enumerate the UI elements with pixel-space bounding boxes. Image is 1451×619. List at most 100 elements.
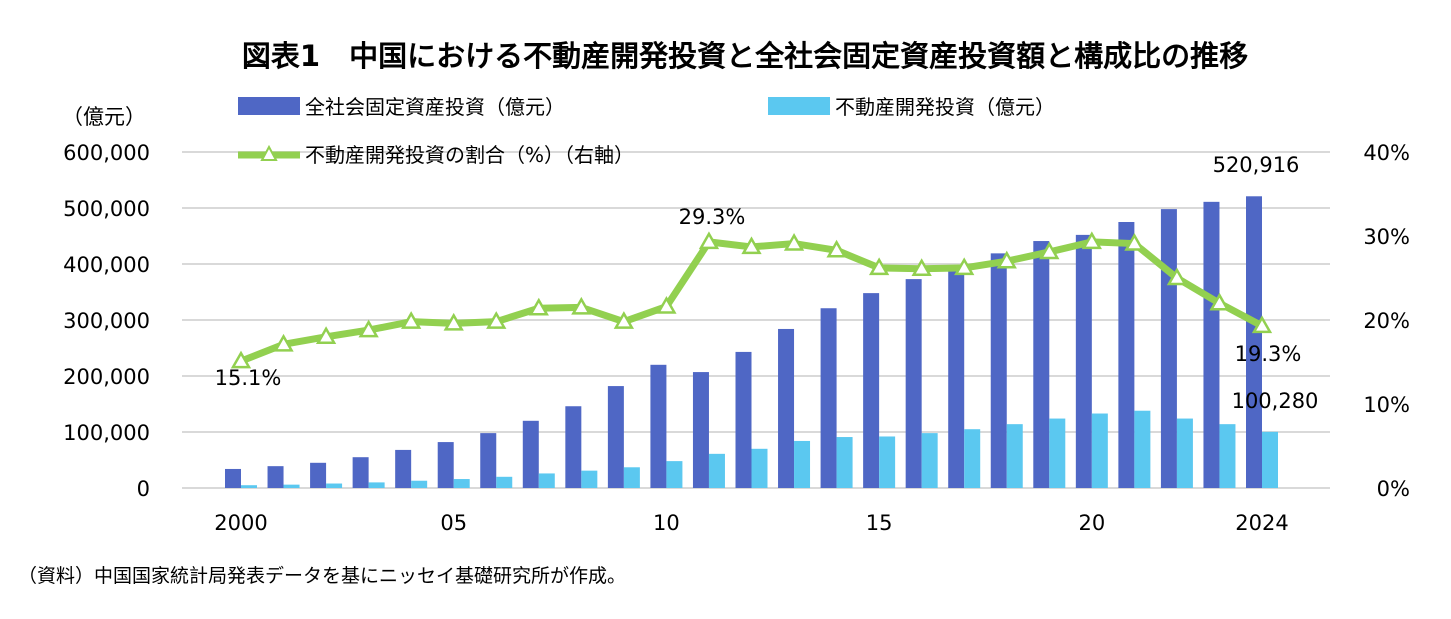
bar-realestate bbox=[751, 448, 768, 488]
bar-total bbox=[863, 293, 880, 488]
bar-total bbox=[1033, 241, 1050, 488]
share-point-triangle bbox=[528, 297, 549, 316]
share-line bbox=[230, 231, 1273, 369]
legend-swatch-total bbox=[238, 97, 300, 115]
bar-realestate bbox=[623, 467, 640, 488]
bar-realestate bbox=[1091, 413, 1108, 488]
share-point-triangle bbox=[230, 350, 252, 369]
bar-total bbox=[778, 328, 795, 488]
share-point-triangle bbox=[698, 231, 720, 250]
bar-total bbox=[735, 351, 752, 488]
bar-realestate bbox=[794, 440, 811, 488]
share-point-triangle bbox=[868, 257, 890, 276]
bar-realestate bbox=[1176, 418, 1193, 488]
x-tick-label: 10 bbox=[653, 511, 680, 535]
bars bbox=[225, 196, 1278, 488]
label-share-2011: 29.3% bbox=[679, 205, 746, 229]
bar-total bbox=[948, 270, 965, 488]
bar-total bbox=[310, 462, 327, 488]
legend-swatch-realestate bbox=[768, 97, 830, 115]
label-share-2000: 15.1% bbox=[215, 366, 282, 390]
bar-total bbox=[522, 420, 539, 488]
bar-realestate bbox=[453, 479, 470, 488]
right-tick-label: 10% bbox=[1363, 393, 1410, 417]
label-share-2024: 19.3% bbox=[1235, 342, 1302, 366]
share-point-triangle bbox=[656, 296, 677, 314]
bar-total bbox=[1203, 201, 1220, 488]
right-tick-label: 20% bbox=[1363, 309, 1410, 333]
left-tick-label: 100,000 bbox=[63, 421, 150, 445]
x-tick-label: 15 bbox=[866, 511, 893, 535]
share-point-triangle bbox=[911, 258, 932, 277]
bar-total bbox=[267, 466, 284, 488]
label-total-2024: 520,916 bbox=[1213, 153, 1300, 177]
share-point-triangle bbox=[1039, 241, 1060, 260]
label-realestate-2024: 100,280 bbox=[1232, 389, 1319, 413]
bar-realestate bbox=[538, 473, 555, 488]
bar-realestate bbox=[879, 436, 896, 488]
right-tick-label: 30% bbox=[1363, 225, 1410, 249]
share-point-triangle bbox=[273, 333, 294, 352]
bar-realestate bbox=[1006, 424, 1023, 488]
x-tick-label: 2024 bbox=[1235, 511, 1288, 535]
share-point-triangle bbox=[1081, 231, 1102, 250]
bar-realestate bbox=[1262, 431, 1278, 488]
share-point-triangle bbox=[996, 250, 1017, 269]
left-tick-label: 300,000 bbox=[63, 309, 150, 333]
bar-total bbox=[905, 279, 922, 488]
share-point-triangle bbox=[613, 311, 635, 329]
bar-realestate bbox=[1134, 410, 1151, 488]
bar-realestate bbox=[921, 433, 938, 488]
bar-total bbox=[1160, 209, 1177, 488]
bar-realestate bbox=[326, 483, 343, 488]
bar-realestate bbox=[368, 482, 385, 488]
bar-total bbox=[437, 442, 454, 488]
share-point-triangle bbox=[1124, 233, 1145, 251]
left-tick-label: 500,000 bbox=[63, 197, 150, 221]
share-point-triangle bbox=[783, 233, 805, 251]
bar-total bbox=[565, 406, 582, 488]
share-point-triangle bbox=[826, 239, 847, 258]
x-tick-label: 20 bbox=[1078, 511, 1105, 535]
share-point-triangle bbox=[315, 326, 337, 345]
share-point-triangle bbox=[571, 296, 592, 315]
share-point-triangle bbox=[358, 319, 379, 338]
share-line-path bbox=[239, 238, 1264, 365]
bar-total bbox=[225, 468, 241, 488]
bar-total bbox=[1075, 234, 1092, 488]
bar-realestate bbox=[666, 461, 683, 488]
right-tick-label: 40% bbox=[1363, 141, 1410, 165]
share-point-triangle bbox=[954, 257, 975, 276]
bar-total bbox=[1246, 196, 1262, 488]
share-point-triangle bbox=[443, 312, 464, 331]
left-tick-label: 200,000 bbox=[63, 365, 150, 389]
axis-ticks: 0 100,000 200,000 300,000 400,000 500,000 600,… bbox=[63, 141, 1410, 535]
bar-realestate bbox=[708, 453, 725, 488]
left-tick-label: 600,000 bbox=[63, 141, 150, 165]
bar-realestate bbox=[581, 470, 598, 488]
bar-realestate bbox=[964, 429, 981, 488]
share-point-triangle bbox=[486, 311, 507, 329]
legend-label-total: 全社会固定資産投資（億元） bbox=[305, 95, 565, 119]
bar-realestate bbox=[836, 437, 853, 488]
share-point-triangle bbox=[1209, 292, 1230, 311]
gridlines bbox=[182, 151, 1330, 489]
bar-total bbox=[352, 457, 369, 488]
legend-label-realestate: 不動産開発投資（億元） bbox=[835, 95, 1055, 119]
bar-realestate bbox=[496, 476, 513, 488]
share-point-triangle bbox=[1166, 267, 1188, 286]
right-tick-label: 0% bbox=[1377, 477, 1410, 501]
share-point-triangle bbox=[401, 311, 422, 329]
bar-total bbox=[607, 386, 624, 488]
bar-total bbox=[820, 308, 837, 488]
bar-total bbox=[650, 364, 667, 488]
bar-total bbox=[990, 253, 1007, 488]
legend-triangle-icon bbox=[260, 144, 278, 161]
bar-total bbox=[692, 372, 709, 488]
left-tick-label: 400,000 bbox=[63, 253, 150, 277]
bar-total bbox=[1118, 222, 1135, 488]
bar-realestate bbox=[411, 480, 428, 488]
legend: 全社会固定資産投資（億元） 不動産開発投資（億元） 不動産開発投資の割合（%）（… bbox=[238, 95, 1055, 167]
